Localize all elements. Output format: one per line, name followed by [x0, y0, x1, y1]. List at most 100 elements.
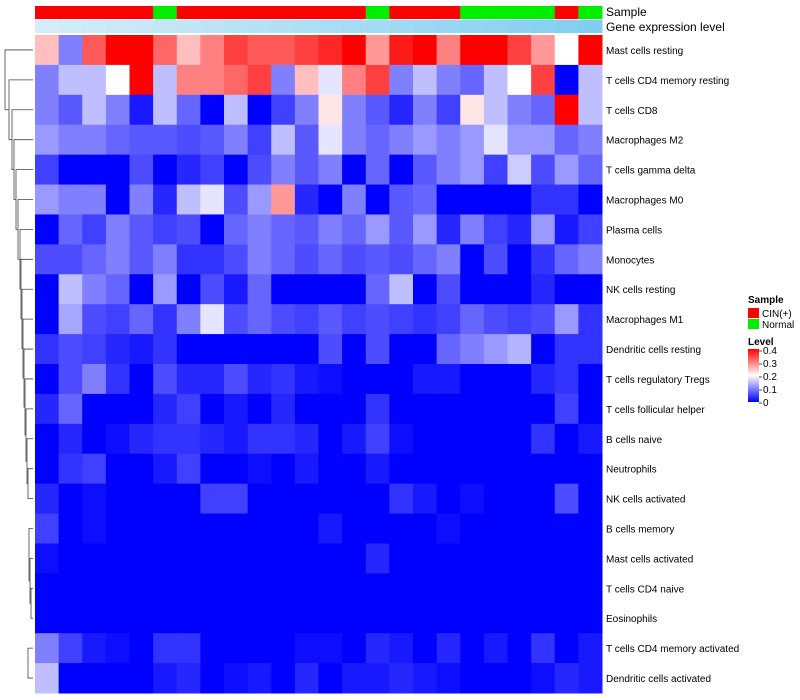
- heatmap-cell: [129, 154, 154, 186]
- heatmap-cell: [365, 304, 390, 335]
- heatmap-cell: [413, 364, 438, 395]
- heatmap-cell: [531, 94, 556, 126]
- heatmap-cell: [531, 35, 556, 66]
- expression-annotation-cell: [578, 20, 603, 33]
- level-ticks: 0.4 0.3 0.2 0.1 0: [759, 346, 777, 409]
- heatmap-cell: [436, 603, 461, 634]
- heatmap-cell: [58, 184, 83, 215]
- heatmap-cell: [436, 274, 461, 305]
- expression-annotation-cell: [58, 20, 83, 33]
- heatmap-cell: [578, 304, 603, 335]
- heatmap-cell: [507, 304, 532, 335]
- level-tick-label: 0.4: [763, 346, 777, 357]
- heatmap-cell: [153, 304, 178, 335]
- heatmap-cell: [460, 393, 485, 425]
- heatmap-cell: [271, 423, 296, 455]
- expression-annotation-cell: [82, 20, 107, 33]
- heatmap-cell: [554, 423, 579, 455]
- heatmap-cell: [294, 214, 319, 245]
- heatmap-cell: [294, 124, 319, 156]
- row-label: T cells CD4 memory resting: [606, 76, 729, 87]
- heatmap-cell: [318, 663, 343, 694]
- row-label: T cells regulatory Tregs: [606, 375, 710, 386]
- heatmap-cell: [153, 154, 178, 186]
- heatmap-cell: [105, 154, 130, 186]
- heatmap-cell: [105, 184, 130, 215]
- heatmap-cell: [554, 244, 579, 275]
- row-label: Eosinophils: [606, 614, 657, 625]
- heatmap-cell: [578, 35, 603, 66]
- heatmap-cell: [389, 94, 414, 126]
- heatmap-cell: [247, 663, 272, 694]
- heatmap-cell: [507, 573, 532, 604]
- heatmap-cell: [531, 274, 556, 305]
- heatmap-cell: [82, 543, 107, 574]
- heatmap-cell: [271, 663, 296, 694]
- heatmap-cell: [35, 663, 60, 694]
- heatmap-cell: [271, 573, 296, 604]
- heatmap-cell: [342, 573, 367, 604]
- expression-annotation-cell: [247, 20, 272, 33]
- heatmap-cell: [531, 334, 556, 365]
- heatmap-cell: [531, 603, 556, 634]
- heatmap-cell: [176, 393, 201, 425]
- heatmap-cell: [531, 543, 556, 574]
- heatmap-cell: [247, 364, 272, 395]
- heatmap-cell: [294, 603, 319, 634]
- heatmap-cell: [294, 483, 319, 515]
- heatmap-cell: [271, 334, 296, 365]
- expression-annotation-cell: [365, 20, 390, 33]
- heatmap-cell: [105, 513, 130, 544]
- heatmap-cell: [578, 603, 603, 634]
- heatmap-cell: [224, 274, 249, 305]
- heatmap-cell: [578, 214, 603, 245]
- level-colorbar: [748, 349, 759, 402]
- heatmap-cell: [200, 423, 225, 455]
- heatmap-cell: [200, 483, 225, 515]
- heatmap-cell: [176, 214, 201, 245]
- heatmap-cell: [224, 393, 249, 425]
- heatmap-cell: [247, 64, 272, 96]
- heatmap-cell: [389, 274, 414, 305]
- heatmap-cell: [247, 334, 272, 365]
- heatmap-cell: [294, 573, 319, 604]
- heatmap-cell: [224, 154, 249, 186]
- row-label: T cells gamma delta: [606, 166, 696, 177]
- heatmap-cell: [436, 334, 461, 365]
- heatmap-cell: [389, 633, 414, 664]
- heatmap-cell: [436, 35, 461, 66]
- heatmap-cell: [507, 663, 532, 694]
- heatmap-cell: [82, 573, 107, 604]
- heatmap-cell: [578, 64, 603, 96]
- heatmap-cell: [413, 453, 438, 485]
- heatmap-cell: [507, 35, 532, 66]
- heatmap-cell: [153, 663, 178, 694]
- heatmap-cell: [436, 423, 461, 455]
- dendrogram-branch: [29, 558, 33, 604]
- heatmap-cell: [200, 214, 225, 245]
- heatmap-cell: [413, 423, 438, 455]
- heatmap-cell: [129, 633, 154, 664]
- heatmap-cell: [436, 64, 461, 96]
- heatmap-cell: [318, 453, 343, 485]
- heatmap-cell: [507, 483, 532, 515]
- heatmap-cell: [58, 393, 83, 425]
- dendrogram-branch: [27, 647, 33, 679]
- heatmap-cell: [507, 184, 532, 215]
- heatmap-cell: [35, 483, 60, 515]
- row-label: Neutrophils: [606, 465, 657, 476]
- heatmap-cell: [483, 244, 508, 275]
- heatmap-cell: [105, 274, 130, 305]
- heatmap-cell: [389, 513, 414, 544]
- legend-label-cin: CIN(+): [762, 309, 792, 320]
- row-label: B cells naive: [606, 435, 663, 446]
- heatmap-cell: [58, 154, 83, 186]
- heatmap-cell: [176, 154, 201, 186]
- heatmap-cell: [578, 334, 603, 365]
- expression-annotation-cell: [389, 20, 414, 33]
- row-label: Mast cells activated: [606, 554, 693, 565]
- heatmap-cell: [554, 64, 579, 96]
- heatmap-cell: [224, 94, 249, 126]
- heatmap-cell: [271, 64, 296, 96]
- heatmap-cell: [224, 124, 249, 156]
